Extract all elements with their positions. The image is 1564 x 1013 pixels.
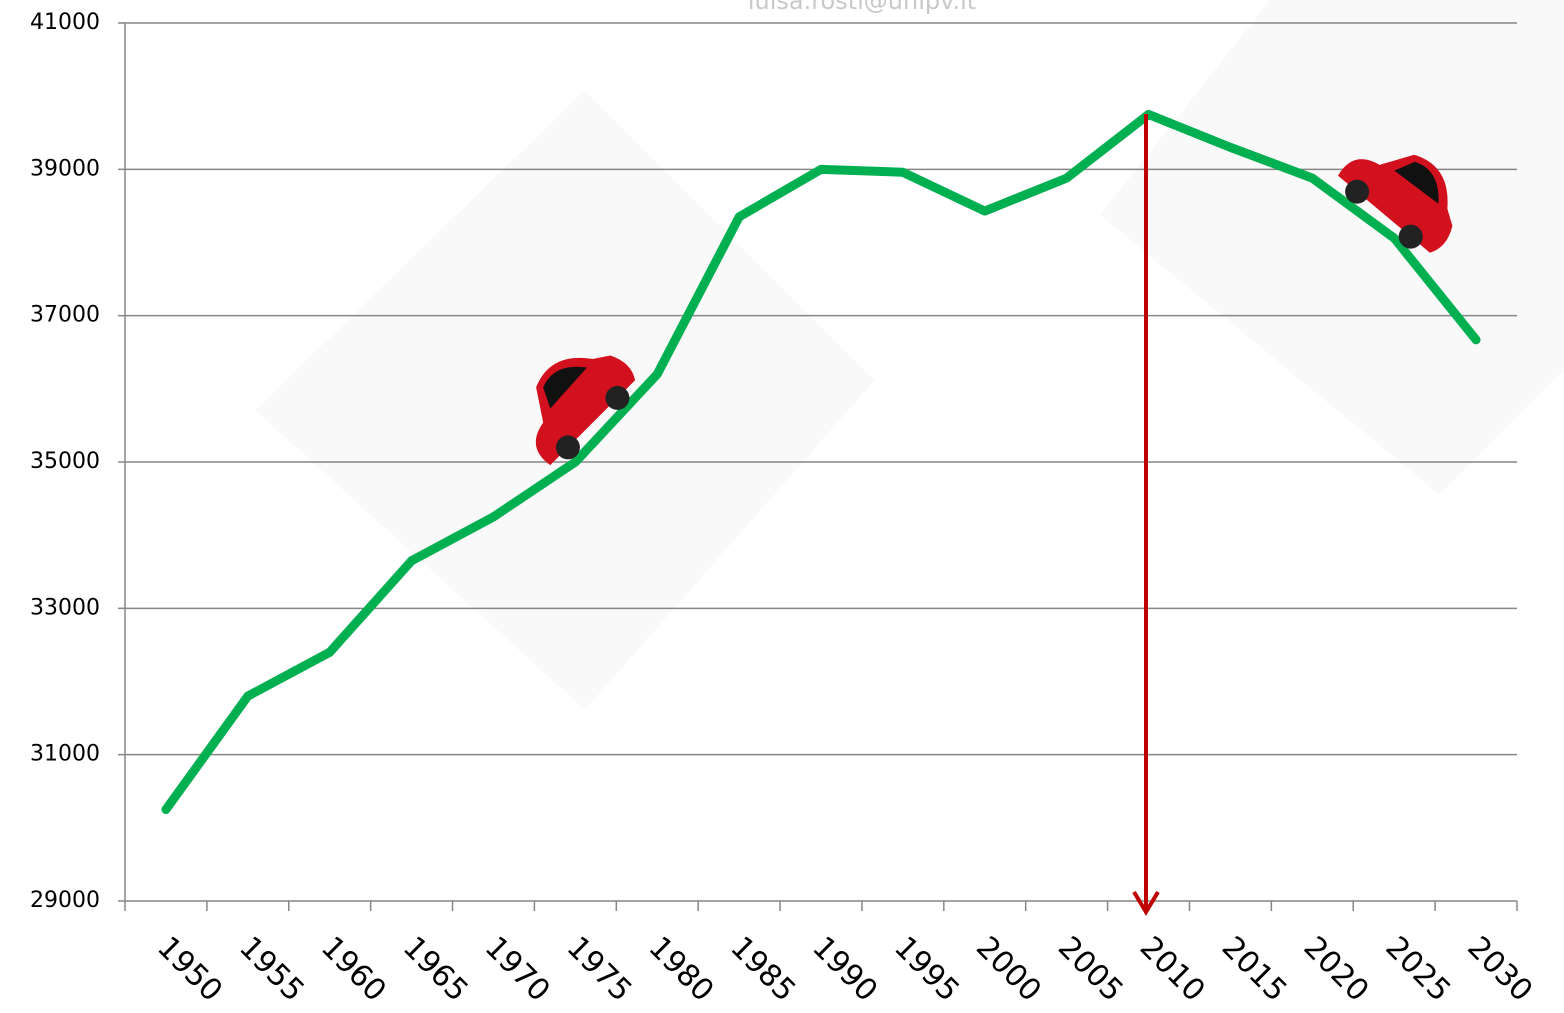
chart: luisa.rosti@unipv.it 29000 31000 33000 3500… (0, 0, 1564, 1013)
y-tick-label: 31000 (30, 742, 100, 767)
x-tick-label: 1970 (478, 930, 557, 1009)
x-tick-label: 1955 (232, 930, 311, 1009)
x-tick-label: 2000 (969, 930, 1048, 1009)
x-tick-label: 1975 (560, 930, 639, 1009)
y-tick-label: 33000 (30, 595, 100, 620)
x-tick-label: 2010 (1133, 930, 1212, 1009)
x-tick-label: 2015 (1215, 930, 1294, 1009)
x-tick-label: 1965 (396, 930, 475, 1009)
x-tick-label: 1950 (150, 930, 229, 1009)
background-shape (1100, 0, 1564, 495)
x-tick-label: 1960 (314, 930, 393, 1009)
x-tick-label: 1990 (805, 930, 884, 1009)
x-tick-label: 1980 (642, 930, 721, 1009)
x-tick-label: 2030 (1460, 930, 1539, 1009)
y-tick-label: 35000 (30, 449, 100, 474)
y-tick-label: 37000 (30, 303, 100, 328)
x-tick-label: 1985 (723, 930, 802, 1009)
x-tick-label: 2005 (1051, 930, 1130, 1009)
y-tick-label: 41000 (30, 10, 100, 35)
watermark: luisa.rosti@unipv.it (748, 0, 976, 15)
y-tick-label: 39000 (30, 156, 100, 181)
x-tick-label: 1995 (887, 930, 966, 1009)
y-tick-label: 29000 (30, 888, 100, 913)
x-tick-label: 2025 (1379, 930, 1458, 1009)
x-tick-label: 2020 (1297, 930, 1376, 1009)
